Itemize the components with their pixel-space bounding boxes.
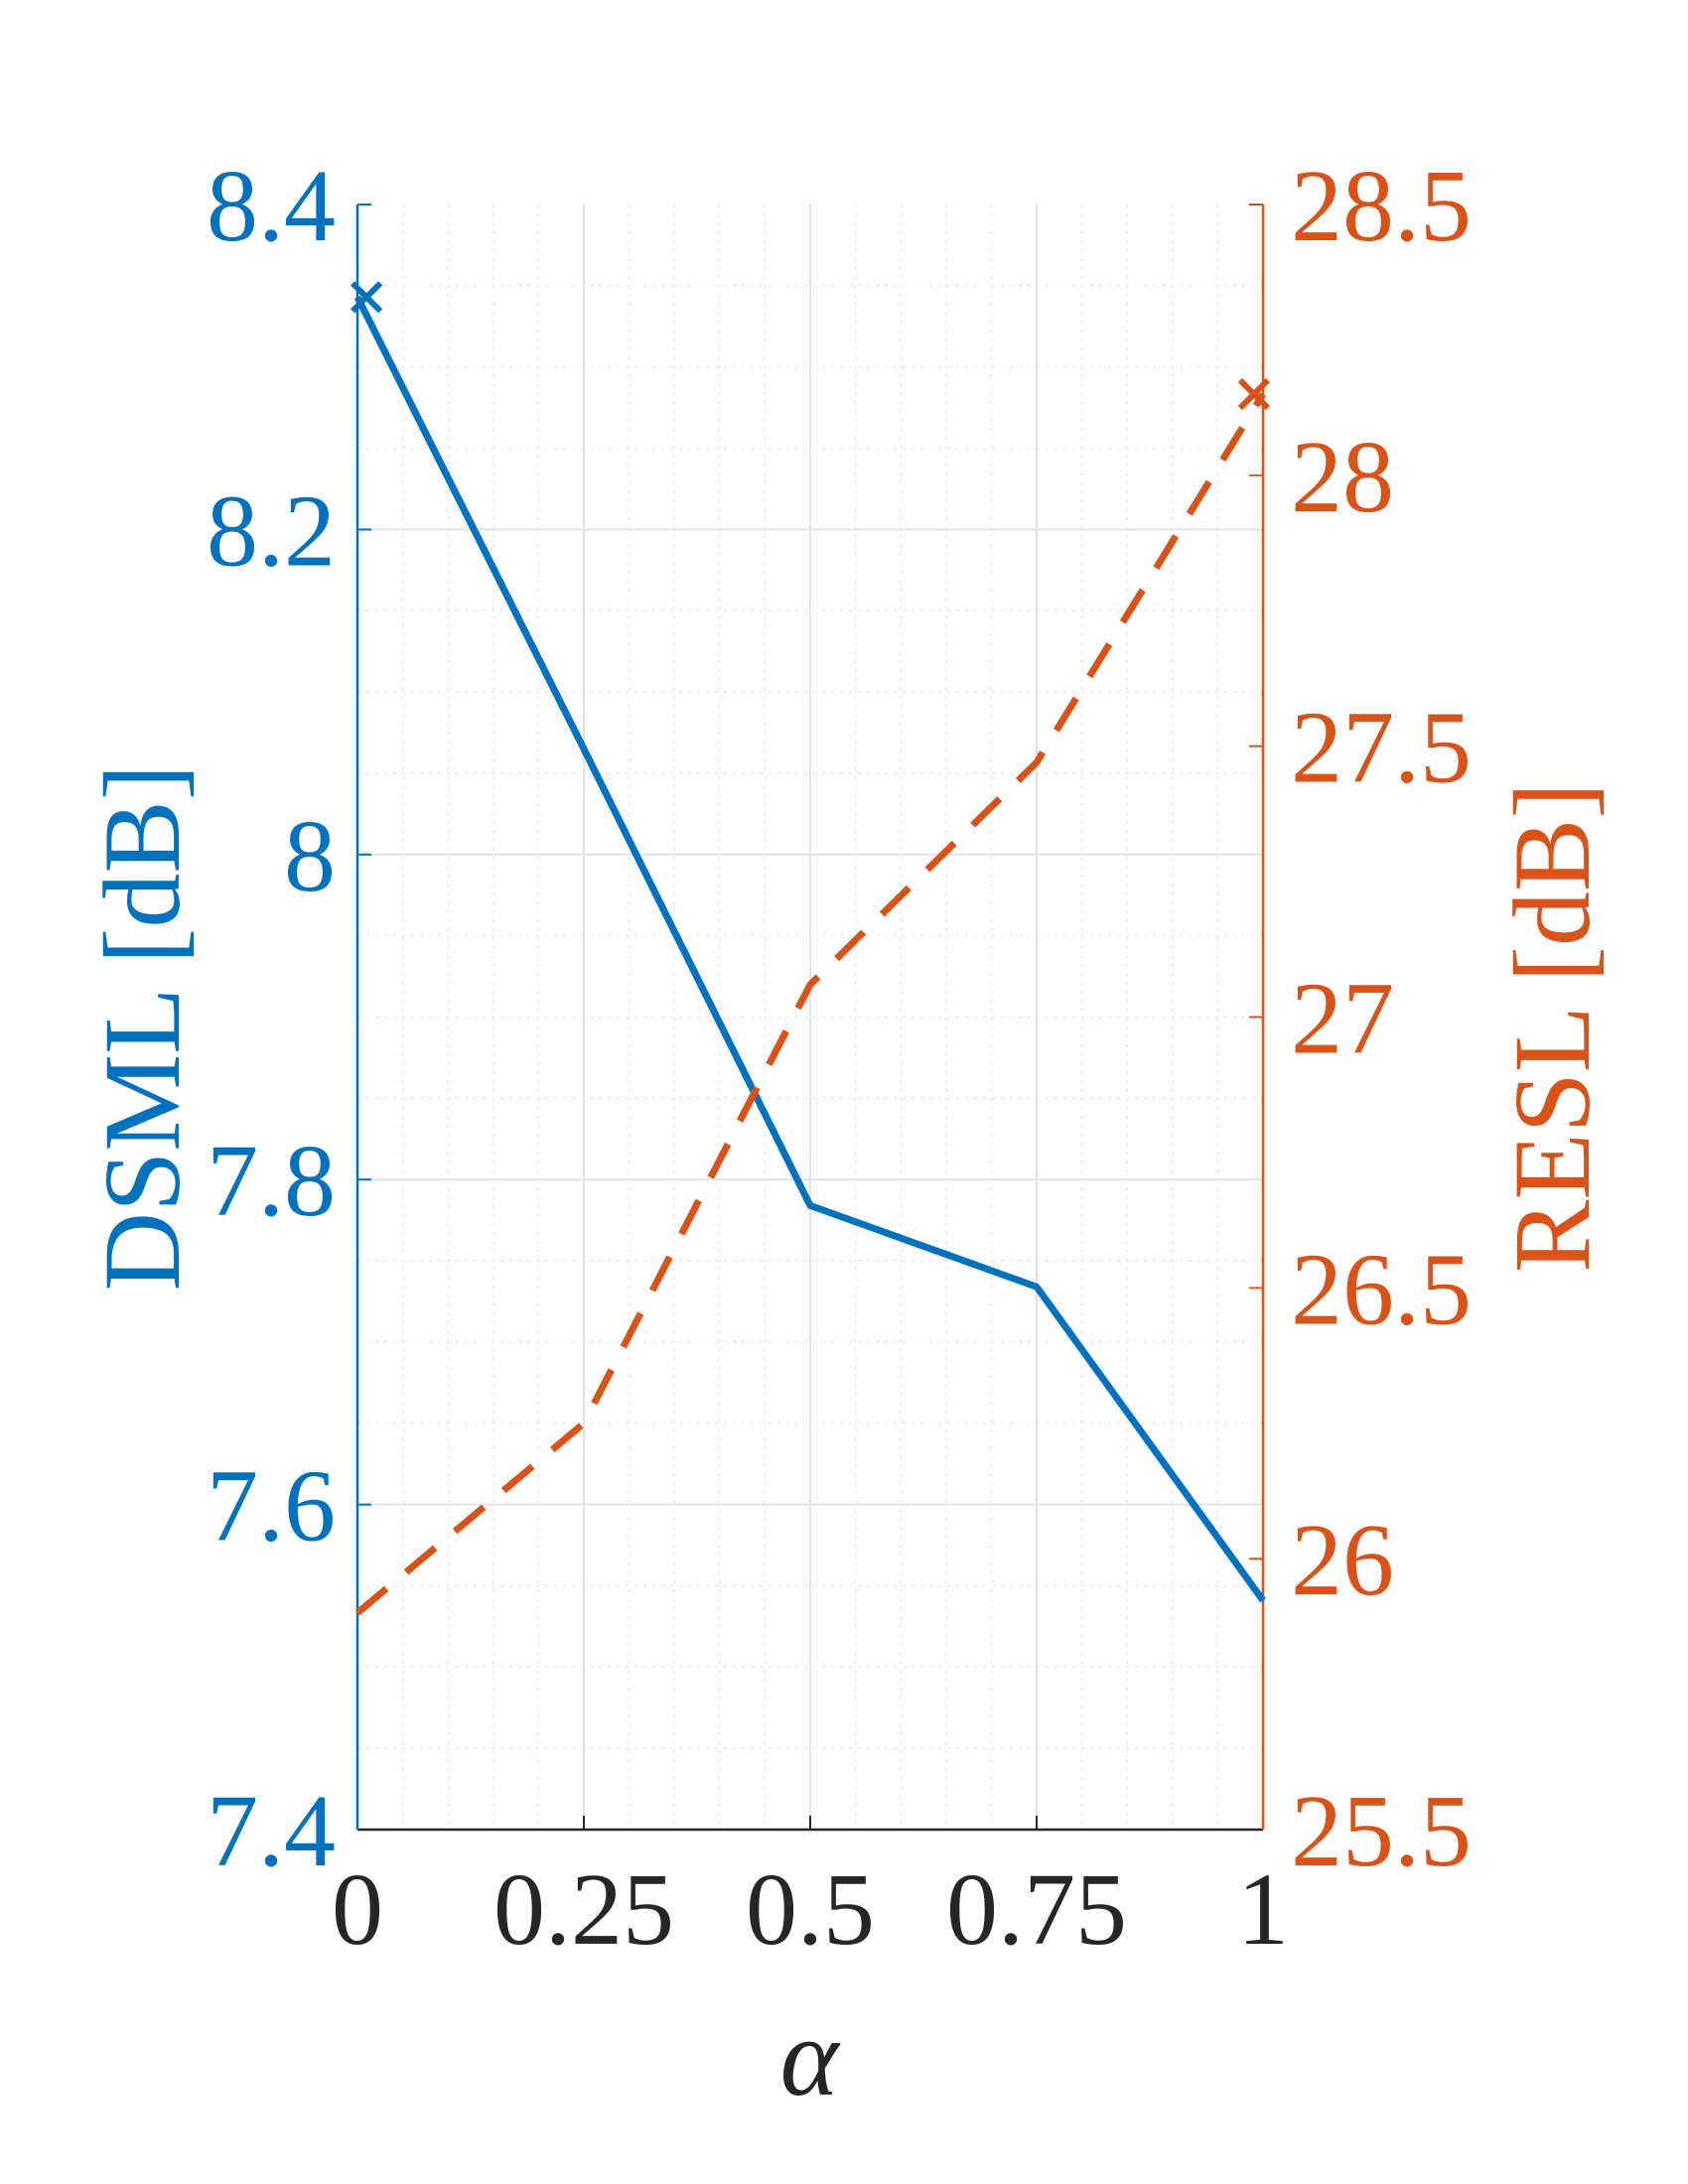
x-tick-label: 0.25 xyxy=(493,1852,674,1967)
major-grid xyxy=(357,205,1263,1830)
x-tick-labels: 0 0.25 0.5 0.75 1 xyxy=(332,1852,1289,1967)
left-tick-label: 8 xyxy=(284,799,336,913)
x-tick-label: 1 xyxy=(1237,1852,1289,1967)
left-tick-label: 8.4 xyxy=(207,149,336,263)
left-tick-label: 7.6 xyxy=(207,1449,336,1564)
right-tick-label: 28 xyxy=(1291,420,1394,534)
right-tick-label: 28.5 xyxy=(1291,149,1472,263)
x-tick-label: 0 xyxy=(332,1852,383,1967)
right-tick-label: 27 xyxy=(1291,962,1394,1076)
resl-x-marker xyxy=(1237,377,1271,411)
right-axis-label: RESL [dB] xyxy=(1491,782,1613,1273)
left-tick-label: 8.2 xyxy=(207,474,336,588)
right-tick-label: 26.5 xyxy=(1291,1232,1472,1346)
right-tick-label: 25.5 xyxy=(1291,1774,1472,1888)
left-axis-label: DSML [dB] xyxy=(81,764,203,1292)
left-tick-label: 7.4 xyxy=(207,1774,336,1888)
series-layer xyxy=(350,281,1271,1616)
marker-stroke xyxy=(350,281,383,314)
axes xyxy=(355,204,1265,1832)
right-tick-label: 27.5 xyxy=(1291,691,1472,805)
x-tick-label: 0.5 xyxy=(746,1852,875,1967)
left-tick-labels: 7.4 7.6 7.8 8 8.2 8.4 xyxy=(207,149,336,1888)
minor-grid xyxy=(357,205,1263,1830)
left-tick-label: 7.8 xyxy=(207,1124,336,1238)
x-tick-label: 0.75 xyxy=(946,1852,1127,1967)
dsml-x-marker xyxy=(350,281,383,314)
x-axis-label: α xyxy=(780,1996,841,2119)
right-tick-labels: 25.5 26 26.5 27 27.5 28 28.5 xyxy=(1291,149,1472,1888)
right-tick-label: 26 xyxy=(1291,1503,1394,1617)
marker-stroke xyxy=(1237,377,1271,411)
